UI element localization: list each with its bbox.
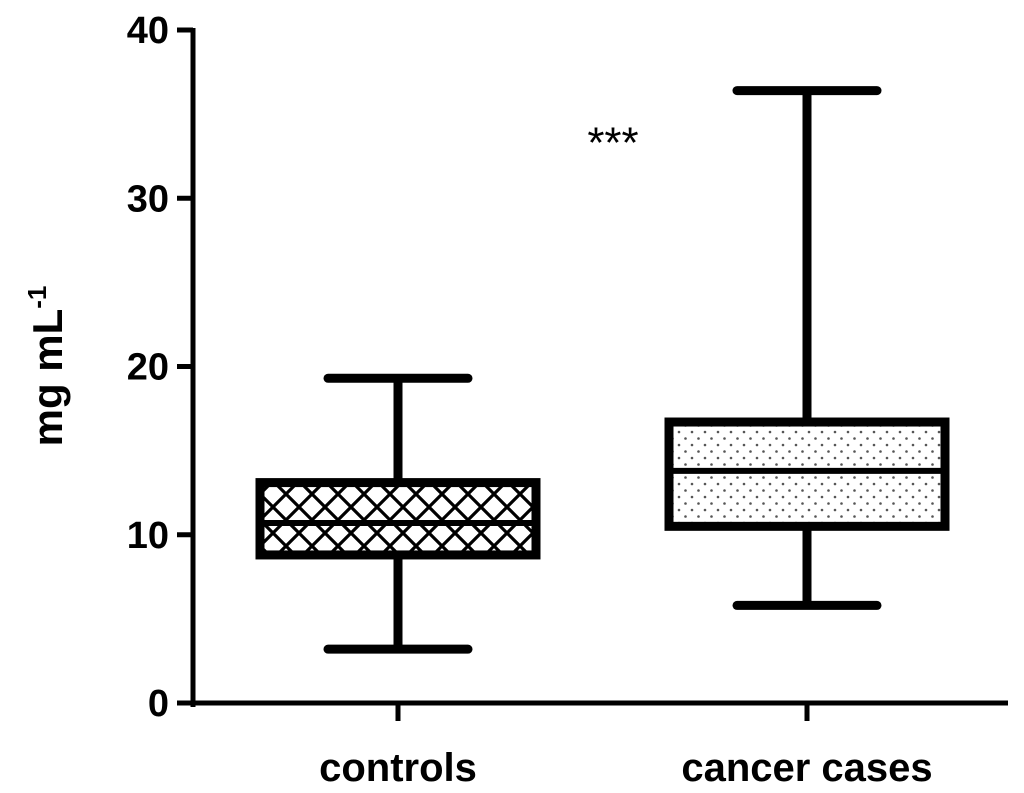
boxes [255,86,950,654]
y-tick-label: 30 [127,178,169,220]
annotations: *** [587,118,638,167]
y-axis-title-superscript: -1 [22,286,52,309]
y-tick-label: 40 [127,10,169,52]
y-tick-label: 10 [127,515,169,557]
x-category-label: controls [319,746,477,790]
iqr-box [664,417,950,531]
x-category-label: cancer cases [681,746,932,790]
y-axis: 0 10 20 30 40 [127,10,196,725]
y-axis-title: mg mL-1 [22,286,71,447]
y-tick-label: 0 [148,683,169,725]
box-cancer-cases [664,86,950,610]
y-tick-label: 20 [127,347,169,389]
iqr-box [255,478,541,560]
y-axis-title-text: mg mL [24,309,71,447]
significance-annotation: *** [587,118,638,167]
x-axis: controls cancer cases [191,700,1008,790]
box-controls [255,373,541,654]
